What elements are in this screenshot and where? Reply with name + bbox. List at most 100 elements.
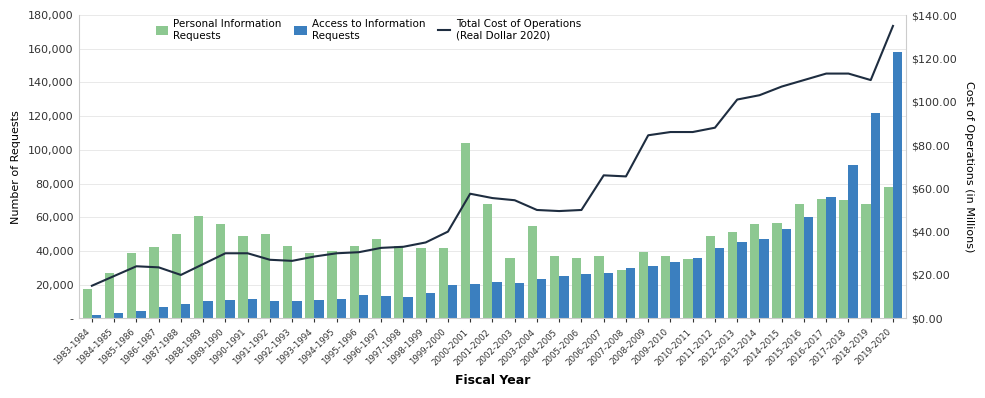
Bar [737,242,747,318]
Bar [426,293,435,318]
Bar [283,246,293,318]
Total Cost of Operations
(Real Dollar 2020) [175,273,187,277]
Bar [337,299,346,318]
Bar [826,197,835,318]
Bar [751,224,759,318]
Bar [572,258,581,318]
Bar [461,143,470,318]
Total Cost of Operations
(Real Dollar 2020) [375,246,387,250]
Bar [684,259,692,318]
Total Cost of Operations
(Real Dollar 2020) [264,258,276,262]
Bar [238,236,247,318]
Total Cost of Operations
(Real Dollar 2020) [487,196,498,201]
Total Cost of Operations
(Real Dollar 2020) [464,191,476,196]
Bar [359,295,368,318]
Bar [492,282,501,318]
Line: Total Cost of Operations
(Real Dollar 2020): Total Cost of Operations (Real Dollar 20… [92,26,893,286]
Y-axis label: Cost of Operations (in Millions): Cost of Operations (in Millions) [964,81,974,252]
Bar [216,224,226,318]
Bar [782,229,791,318]
Total Cost of Operations
(Real Dollar 2020) [554,209,565,213]
Bar [715,248,724,318]
Bar [692,258,702,318]
Total Cost of Operations
(Real Dollar 2020) [331,251,343,256]
Total Cost of Operations
(Real Dollar 2020) [130,264,142,269]
Total Cost of Operations
(Real Dollar 2020) [509,198,521,203]
Bar [625,268,635,318]
Bar [581,275,591,318]
Bar [114,313,123,318]
Bar [617,270,625,318]
Bar [483,204,492,318]
Bar [804,217,814,318]
Bar [350,246,359,318]
Bar [305,253,314,318]
Bar [848,165,858,318]
Bar [759,239,769,318]
Total Cost of Operations
(Real Dollar 2020) [241,251,253,256]
Bar [728,232,737,318]
Bar [417,248,426,318]
Bar [314,300,324,318]
Total Cost of Operations
(Real Dollar 2020) [709,125,721,130]
Bar [247,299,257,318]
Bar [261,234,270,318]
Bar [92,315,101,318]
Bar [893,52,902,318]
Bar [448,285,457,318]
Bar [136,311,146,318]
Legend: Personal Information
Requests, Access to Information
Requests, Total Cost of Ope: Personal Information Requests, Access to… [152,15,585,45]
Bar [104,273,114,318]
Bar [505,258,515,318]
Bar [528,226,537,318]
Bar [661,256,671,318]
Bar [83,289,92,318]
Total Cost of Operations
(Real Dollar 2020) [887,23,899,28]
Total Cost of Operations
(Real Dollar 2020) [731,97,743,102]
Total Cost of Operations
(Real Dollar 2020) [86,283,98,288]
Total Cost of Operations
(Real Dollar 2020) [842,71,854,76]
Total Cost of Operations
(Real Dollar 2020) [575,208,587,213]
Bar [639,252,648,318]
Bar [381,297,390,318]
Total Cost of Operations
(Real Dollar 2020) [687,130,698,135]
Total Cost of Operations
(Real Dollar 2020) [220,251,231,256]
Total Cost of Operations
(Real Dollar 2020) [665,130,677,135]
Bar [817,199,826,318]
Total Cost of Operations
(Real Dollar 2020) [108,273,120,278]
Total Cost of Operations
(Real Dollar 2020) [821,71,832,76]
Bar [604,273,613,318]
Bar [371,239,381,318]
Bar [150,247,159,318]
Total Cost of Operations
(Real Dollar 2020) [754,93,765,98]
Total Cost of Operations
(Real Dollar 2020) [642,133,654,138]
Total Cost of Operations
(Real Dollar 2020) [287,258,298,263]
Bar [537,279,547,318]
Total Cost of Operations
(Real Dollar 2020) [798,78,810,82]
Bar [293,301,301,318]
Bar [203,301,213,318]
Bar [705,236,715,318]
Total Cost of Operations
(Real Dollar 2020) [353,250,364,255]
Bar [795,204,804,318]
Bar [884,187,893,318]
Bar [648,266,658,318]
Bar [394,246,404,318]
Bar [594,256,604,318]
Total Cost of Operations
(Real Dollar 2020) [776,84,788,89]
Total Cost of Operations
(Real Dollar 2020) [197,262,209,267]
Bar [559,276,568,318]
Y-axis label: Number of Requests: Number of Requests [11,110,21,224]
Total Cost of Operations
(Real Dollar 2020) [398,244,410,249]
Total Cost of Operations
(Real Dollar 2020) [598,173,610,178]
Total Cost of Operations
(Real Dollar 2020) [420,240,431,245]
Bar [270,300,280,318]
Bar [438,248,448,318]
X-axis label: Fiscal Year: Fiscal Year [455,374,530,387]
Bar [127,254,136,318]
Bar [404,297,413,318]
Bar [839,200,848,318]
Bar [226,300,234,318]
Total Cost of Operations
(Real Dollar 2020) [620,174,631,179]
Bar [862,204,871,318]
